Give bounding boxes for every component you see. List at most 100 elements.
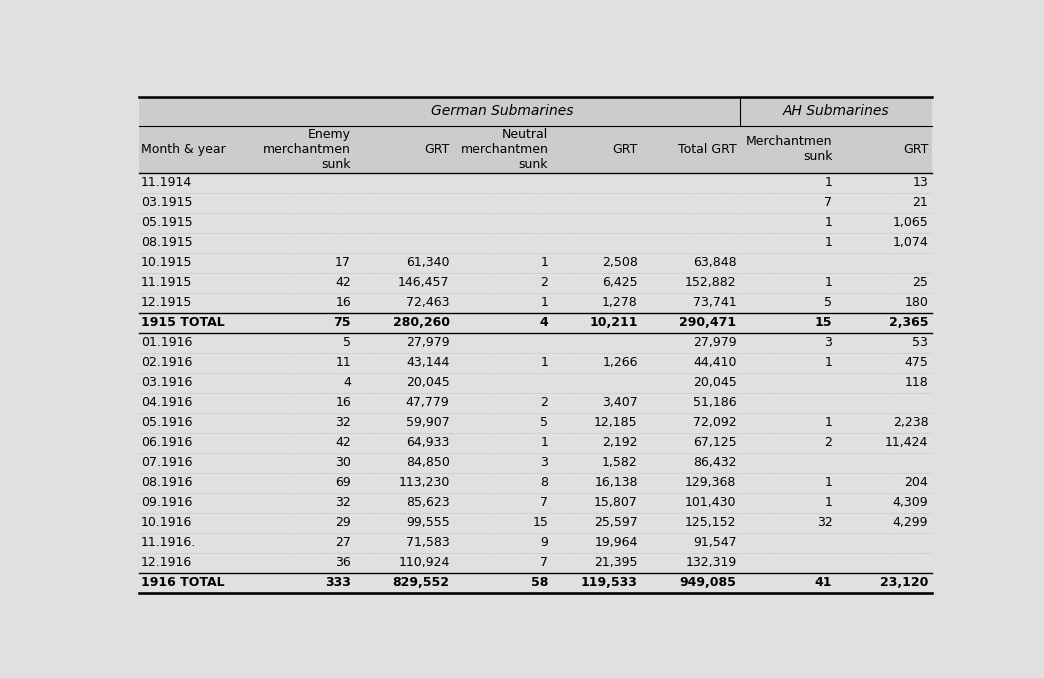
Text: German Submarines: German Submarines (431, 104, 573, 119)
Text: 146,457: 146,457 (398, 277, 450, 290)
Text: 42: 42 (335, 277, 351, 290)
Text: 71,583: 71,583 (406, 536, 450, 549)
Text: Merchantmen
sunk: Merchantmen sunk (745, 135, 832, 163)
Text: 09.1916: 09.1916 (141, 496, 192, 509)
Text: 1: 1 (541, 256, 548, 269)
Text: 11,424: 11,424 (885, 437, 928, 450)
Text: 1: 1 (825, 216, 832, 229)
Text: 11.1915: 11.1915 (141, 277, 192, 290)
Text: 1: 1 (825, 236, 832, 250)
Text: 15,807: 15,807 (594, 496, 638, 509)
Text: 19,964: 19,964 (594, 536, 638, 549)
Text: 132,319: 132,319 (685, 557, 736, 570)
Text: 119,533: 119,533 (580, 576, 638, 589)
Text: 08.1915: 08.1915 (141, 236, 193, 250)
Text: 1: 1 (541, 296, 548, 309)
Text: 21: 21 (912, 196, 928, 210)
Text: 29: 29 (335, 517, 351, 530)
Text: GRT: GRT (424, 143, 450, 156)
Text: 32: 32 (816, 517, 832, 530)
Text: 20,045: 20,045 (692, 376, 736, 389)
Text: 04.1916: 04.1916 (141, 397, 192, 410)
Text: 10.1916: 10.1916 (141, 517, 192, 530)
Text: 101,430: 101,430 (685, 496, 736, 509)
Text: 4: 4 (540, 317, 548, 330)
Text: 3,407: 3,407 (602, 397, 638, 410)
Text: 02.1916: 02.1916 (141, 357, 192, 370)
Text: 118: 118 (904, 376, 928, 389)
Text: 73,741: 73,741 (693, 296, 736, 309)
Text: 16,138: 16,138 (594, 477, 638, 490)
Bar (139, 173, 931, 593)
Text: 25: 25 (912, 277, 928, 290)
Text: 27,979: 27,979 (693, 336, 736, 349)
Text: 2,365: 2,365 (888, 317, 928, 330)
Text: 32: 32 (335, 416, 351, 429)
Text: 13: 13 (912, 176, 928, 189)
Text: 1,065: 1,065 (893, 216, 928, 229)
Text: 1: 1 (825, 496, 832, 509)
Text: 05.1915: 05.1915 (141, 216, 193, 229)
Text: 23,120: 23,120 (880, 576, 928, 589)
Text: 1: 1 (825, 477, 832, 490)
Text: Neutral
merchantmen
sunk: Neutral merchantmen sunk (460, 127, 548, 171)
Text: 08.1916: 08.1916 (141, 477, 192, 490)
Text: 180: 180 (904, 296, 928, 309)
Text: 10.1915: 10.1915 (141, 256, 192, 269)
Text: 280,260: 280,260 (393, 317, 450, 330)
Text: 61,340: 61,340 (406, 256, 450, 269)
Text: 10,211: 10,211 (589, 317, 638, 330)
Text: 2,508: 2,508 (602, 256, 638, 269)
Text: 12.1915: 12.1915 (141, 296, 192, 309)
Text: 204: 204 (904, 477, 928, 490)
Text: 58: 58 (531, 576, 548, 589)
Text: 41: 41 (815, 576, 832, 589)
Text: 27: 27 (335, 536, 351, 549)
Text: 949,085: 949,085 (680, 576, 736, 589)
Text: 86,432: 86,432 (693, 456, 736, 469)
Text: 69: 69 (335, 477, 351, 490)
Text: 27,979: 27,979 (406, 336, 450, 349)
Text: 36: 36 (335, 557, 351, 570)
Text: 7: 7 (825, 196, 832, 210)
Text: 11.1914: 11.1914 (141, 176, 192, 189)
Text: 44,410: 44,410 (693, 357, 736, 370)
Text: 8: 8 (540, 477, 548, 490)
Text: 333: 333 (325, 576, 351, 589)
Text: 16: 16 (335, 397, 351, 410)
Text: 1: 1 (825, 176, 832, 189)
Text: 06.1916: 06.1916 (141, 437, 192, 450)
Text: 01.1916: 01.1916 (141, 336, 192, 349)
Text: 72,092: 72,092 (693, 416, 736, 429)
Text: 125,152: 125,152 (685, 517, 736, 530)
Text: Total GRT: Total GRT (678, 143, 736, 156)
Text: 3: 3 (541, 456, 548, 469)
Text: 15: 15 (815, 317, 832, 330)
Text: 7: 7 (540, 557, 548, 570)
Text: 03.1915: 03.1915 (141, 196, 192, 210)
Text: 63,848: 63,848 (693, 256, 736, 269)
Text: 1,582: 1,582 (602, 456, 638, 469)
Text: 53: 53 (912, 336, 928, 349)
Text: 4,299: 4,299 (893, 517, 928, 530)
Text: 113,230: 113,230 (398, 477, 450, 490)
Text: 12.1916: 12.1916 (141, 557, 192, 570)
Text: 5: 5 (342, 336, 351, 349)
Text: 110,924: 110,924 (398, 557, 450, 570)
Text: 1916 TOTAL: 1916 TOTAL (141, 576, 224, 589)
Text: 07.1916: 07.1916 (141, 456, 192, 469)
Text: 32: 32 (335, 496, 351, 509)
Text: 1: 1 (825, 416, 832, 429)
Text: 1915 TOTAL: 1915 TOTAL (141, 317, 224, 330)
Text: 9: 9 (541, 536, 548, 549)
Text: 25,597: 25,597 (594, 517, 638, 530)
Text: 64,933: 64,933 (406, 437, 450, 450)
Text: AH Submarines: AH Submarines (782, 104, 888, 119)
Text: 2,238: 2,238 (893, 416, 928, 429)
Text: 152,882: 152,882 (685, 277, 736, 290)
Text: 290,471: 290,471 (680, 317, 736, 330)
Text: 11: 11 (335, 357, 351, 370)
Text: 84,850: 84,850 (406, 456, 450, 469)
Text: 03.1916: 03.1916 (141, 376, 192, 389)
Text: 475: 475 (904, 357, 928, 370)
